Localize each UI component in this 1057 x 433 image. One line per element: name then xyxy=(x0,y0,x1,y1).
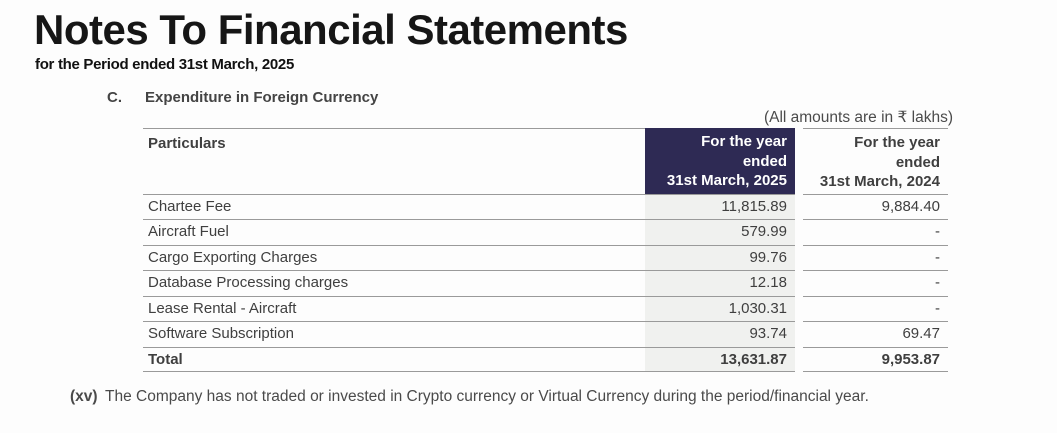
section-heading: Expenditure in Foreign Currency xyxy=(145,89,379,106)
column-header-fy2024: For the year ended 31st March, 2024 xyxy=(803,128,948,194)
table-row-fy2024: - xyxy=(803,219,948,245)
column-gutter xyxy=(795,219,803,245)
column-gutter xyxy=(795,321,803,347)
section-index: C. xyxy=(107,89,122,106)
table-row-fy2024: - xyxy=(803,270,948,296)
column-header-fy2025-line3: 31st March, 2025 xyxy=(666,172,787,189)
table-row-fy2024: - xyxy=(803,244,948,271)
footnote-index: (xv) xyxy=(70,388,98,405)
table-row-label: Cargo Exporting Charges xyxy=(143,244,645,271)
column-header-fy2025: For the year ended 31st March, 2025 xyxy=(645,128,795,194)
footnote-text: The Company has not traded or invested i… xyxy=(105,388,869,405)
table-total-label: Total xyxy=(143,346,645,372)
column-gutter xyxy=(795,296,803,322)
column-gutter xyxy=(795,194,803,220)
column-header-fy2025-line2: ended xyxy=(742,152,787,170)
column-header-fy2025-line1: For the year xyxy=(701,133,787,150)
table-row-fy2025: 11,815.89 xyxy=(645,193,795,219)
table-total-fy2025: 13,631.87 xyxy=(645,346,795,372)
column-gutter xyxy=(795,128,803,194)
table-row-fy2024: 69.47 xyxy=(803,321,948,347)
column-header-fy2024-line1: For the year xyxy=(854,134,940,151)
table-row-label: Chartee Fee xyxy=(143,193,645,220)
table-row-label: Software Subscription xyxy=(143,321,645,347)
table-row-fy2025: 579.99 xyxy=(645,219,795,245)
table-row-label: Lease Rental - Aircraft xyxy=(143,295,645,322)
fin-table: Particulars For the year ended 31st Marc… xyxy=(143,128,948,372)
table-row-label: Aircraft Fuel xyxy=(143,219,645,245)
column-gutter xyxy=(795,270,803,296)
page-title: Notes To Financial Statements xyxy=(34,6,628,53)
table-row-fy2024: - xyxy=(803,295,948,322)
amounts-unit-note: (All amounts are in ₹ lakhs) xyxy=(763,109,953,126)
table-row-fy2025: 93.74 xyxy=(645,321,795,347)
column-gutter xyxy=(795,245,803,271)
footnote: (xv) The Company has not traded or inves… xyxy=(70,387,953,408)
table-row-fy2025: 99.76 xyxy=(645,244,795,270)
page-subtitle: for the Period ended 31st March, 2025 xyxy=(35,56,294,73)
column-gutter xyxy=(795,347,803,373)
table-total-fy2024: 9,953.87 xyxy=(803,346,948,372)
column-header-fy2024-line2: ended xyxy=(895,153,940,171)
table-row-fy2025: 12.18 xyxy=(645,270,795,296)
column-header-particulars: Particulars xyxy=(143,128,645,194)
table-row-label: Database Processing charges xyxy=(143,270,645,296)
table-row-fy2024: 9,884.40 xyxy=(803,193,948,220)
column-header-fy2024-line3: 31st March, 2024 xyxy=(819,173,940,190)
table-row-fy2025: 1,030.31 xyxy=(645,295,795,321)
